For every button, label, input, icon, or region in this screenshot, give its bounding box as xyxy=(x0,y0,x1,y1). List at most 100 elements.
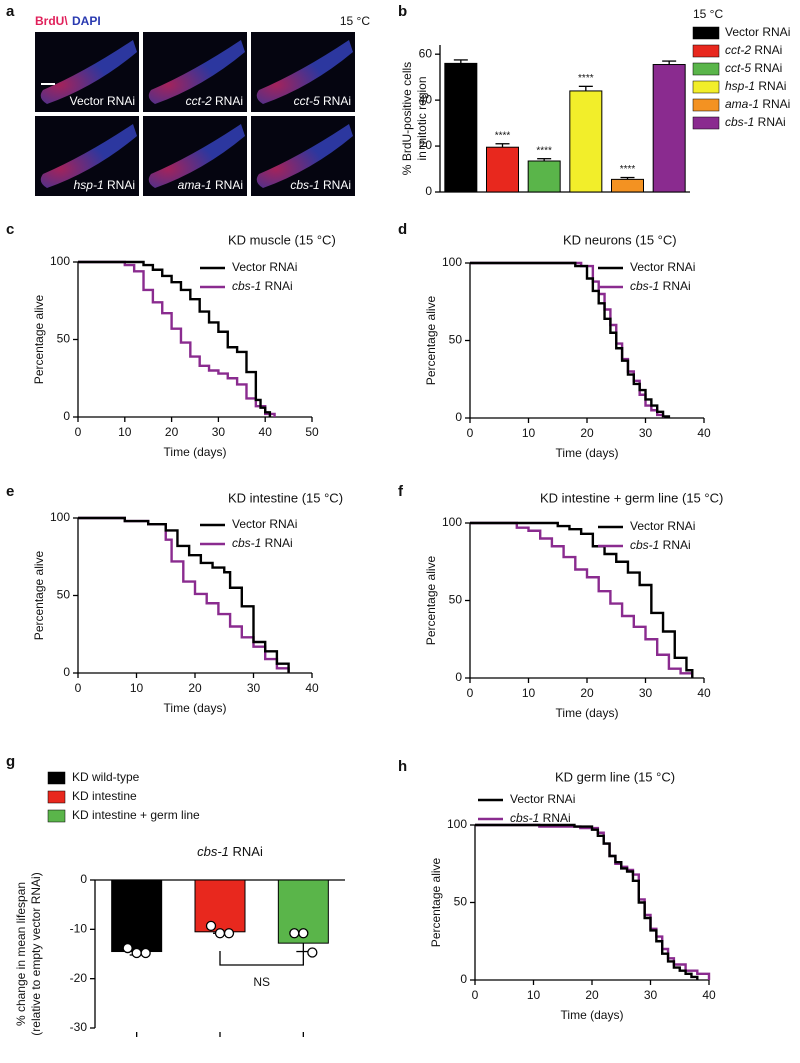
x-tick-label: 30 xyxy=(639,686,653,700)
data-point xyxy=(140,947,151,959)
x-tick-label: 10 xyxy=(522,426,536,440)
y-tick-label: 100 xyxy=(442,255,462,269)
legend-label: KD intestine + germ line xyxy=(72,808,200,822)
bar xyxy=(444,62,478,193)
legend-label: cbs-1 RNAi xyxy=(510,811,571,825)
temperature-label: 15 °C xyxy=(340,14,370,28)
x-tick-label: 20 xyxy=(580,426,594,440)
legend-label: cbs-1 RNAi xyxy=(630,279,691,293)
gonad xyxy=(256,124,353,188)
legend-label: ama-1 RNAi xyxy=(725,97,790,111)
significance-label: **** xyxy=(536,145,552,156)
y-tick-label: 100 xyxy=(50,254,70,268)
micrograph-label: cct-2 RNAi xyxy=(186,94,243,108)
y-tick-label: 100 xyxy=(50,510,70,524)
x-axis-label: Time (days) xyxy=(164,701,227,715)
x-axis-label: Time (days) xyxy=(556,706,619,720)
chart-title: KD intestine (15 °C) xyxy=(228,490,343,505)
x-tick-label: 20 xyxy=(585,988,599,1002)
legend-swatch xyxy=(692,116,720,130)
legend-swatch xyxy=(692,62,720,76)
x-tick-label: 50 xyxy=(305,425,319,439)
data-point xyxy=(307,947,318,958)
y-tick-label: 0 xyxy=(455,670,462,684)
legend-swatch xyxy=(47,771,66,785)
gonad xyxy=(256,40,353,104)
gonad xyxy=(40,40,137,104)
panel-label: a xyxy=(6,3,15,20)
x-tick-label: 40 xyxy=(697,686,711,700)
legend-swatch xyxy=(47,809,66,823)
y-tick-label: -20 xyxy=(70,971,88,985)
survival-curve xyxy=(78,260,272,417)
panel-label: d xyxy=(398,221,407,238)
panel-label: g xyxy=(6,753,15,770)
significance-label: **** xyxy=(495,130,511,141)
legend-label: Vector RNAi xyxy=(232,260,297,274)
legend-swatch xyxy=(692,44,720,58)
significance-label: **** xyxy=(578,73,594,84)
y-axis-label: in mitotic region xyxy=(415,76,429,160)
survival-curve xyxy=(475,823,699,980)
y-tick-label: 50 xyxy=(454,895,468,909)
chart-title: cbs-1 RNAi xyxy=(197,844,263,859)
bar xyxy=(111,879,163,953)
x-tick-label: 0 xyxy=(75,425,82,439)
y-tick-label: 50 xyxy=(57,588,71,602)
x-tick-label: 20 xyxy=(580,686,594,700)
survival-curve xyxy=(78,260,276,417)
legend-label: cbs-1 RNAi xyxy=(232,279,293,293)
x-tick-label: 10 xyxy=(522,686,536,700)
panel-label: c xyxy=(6,221,14,238)
y-tick-label: 60 xyxy=(419,46,433,60)
panel-label: f xyxy=(398,483,404,500)
x-tick-label: 0 xyxy=(472,988,479,1002)
legend-label: Vector RNAi xyxy=(725,25,790,39)
y-tick-label: 0 xyxy=(455,410,462,424)
y-axis-label: Percentage alive xyxy=(424,555,438,645)
data-point xyxy=(289,928,300,939)
legend-label: KD intestine xyxy=(72,789,137,803)
micrograph-grid: Vector RNAi cct-2 RNAi cct-5 RNAi hsp-1 RNA… xyxy=(35,32,355,196)
data-point xyxy=(223,928,235,939)
micrograph-label: hsp-1 RNAi xyxy=(74,178,135,192)
y-axis-label: Percentage alive xyxy=(32,550,46,640)
survival-curve xyxy=(78,516,290,673)
gonad xyxy=(148,124,245,188)
micrograph-label: Vector RNAi xyxy=(70,94,135,108)
panel-label: e xyxy=(6,483,14,500)
bar xyxy=(611,178,644,193)
chart-title: KD neurons (15 °C) xyxy=(563,232,677,247)
x-tick-label: 0 xyxy=(467,426,474,440)
x-tick-label: 10 xyxy=(130,681,144,695)
survival-curve xyxy=(475,823,711,980)
x-axis-label: Time (days) xyxy=(164,445,227,459)
comparison-label: NS xyxy=(253,975,270,989)
legend-swatch xyxy=(692,80,720,94)
legend-swatch xyxy=(692,98,720,112)
data-point xyxy=(131,947,142,959)
legend-label: Vector RNAi xyxy=(510,792,575,806)
y-axis-label: Percentage alive xyxy=(429,857,443,947)
panel-label: b xyxy=(398,3,407,20)
chart-title: KD intestine + germ line (15 °C) xyxy=(540,490,723,505)
y-axis-label: Percentage alive xyxy=(32,294,46,384)
data-point xyxy=(214,928,226,939)
x-tick-label: 30 xyxy=(639,426,653,440)
x-tick-label: 20 xyxy=(165,425,179,439)
survival-curve xyxy=(470,521,694,678)
legend-title: 15 °C xyxy=(693,7,723,21)
y-tick-label: 100 xyxy=(447,817,467,831)
x-tick-label: 40 xyxy=(697,426,711,440)
survival-curve xyxy=(470,261,671,418)
y-tick-label: 0 xyxy=(425,184,432,198)
y-axis-label: % BrdU-positive cells xyxy=(400,62,414,175)
y-tick-label: 20 xyxy=(419,138,433,152)
y-tick-label: -10 xyxy=(70,922,88,936)
y-axis-label: % change in mean lifespan xyxy=(14,882,28,1026)
y-tick-label: 0 xyxy=(63,409,70,423)
y-axis-label: (relative to empty vector RNAi) xyxy=(29,872,43,1035)
bar xyxy=(194,879,246,933)
comparison-bracket xyxy=(219,951,304,966)
survival-curve xyxy=(470,521,694,678)
